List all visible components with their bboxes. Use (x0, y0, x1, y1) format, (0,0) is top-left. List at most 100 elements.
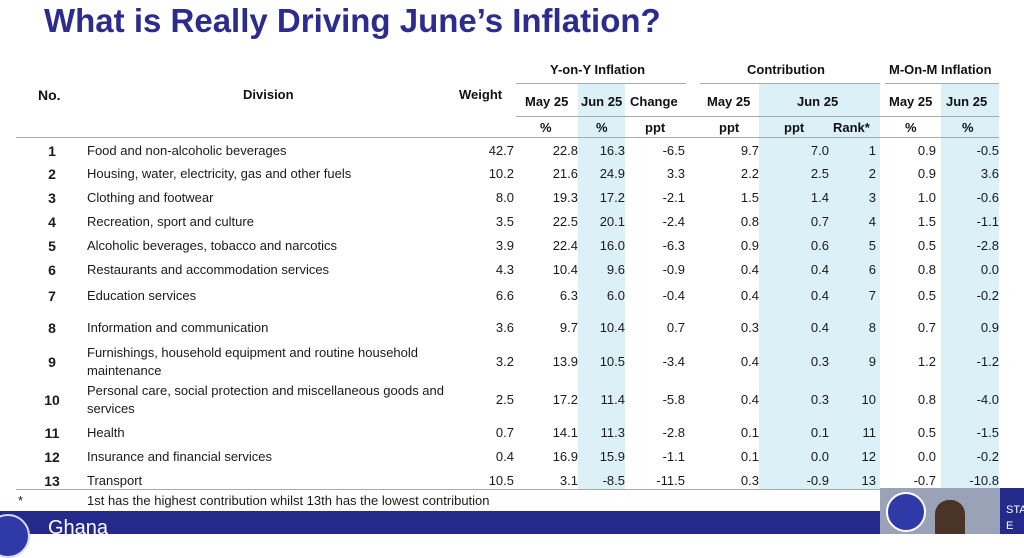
rank-cell: 4 (868, 214, 876, 229)
weight-cell: 0.7 (495, 425, 514, 440)
yoy-may-cell: 14.1 (552, 425, 578, 440)
header-yoy-jun: Jun 25 (581, 94, 623, 109)
rank-cell: 3 (868, 190, 876, 205)
unit-change: ppt (645, 120, 666, 135)
contrib-may-cell: 0.4 (740, 288, 759, 303)
yoy-may-cell: 22.5 (552, 214, 578, 229)
unit-contrib-may: ppt (719, 120, 740, 135)
header-yoy-may: May 25 (525, 94, 569, 109)
contrib-jun-cell: 0.0 (810, 449, 829, 464)
yoy-jun-cell: 15.9 (599, 449, 625, 464)
unit-yoy-jun: % (596, 120, 608, 135)
weight-cell: 3.6 (495, 320, 514, 335)
rank-cell: 5 (868, 238, 876, 253)
division-name-cell: Health (87, 425, 125, 440)
header-yoy-change: Change (630, 94, 678, 109)
mom-jun-cell: -1.1 (976, 214, 999, 229)
slide-title: What is Really Driving June’s Inflation? (44, 2, 661, 39)
group-underline-mom (885, 83, 999, 84)
mom-jun-cell: -10.8 (969, 473, 999, 488)
mom-jun-cell: -0.2 (976, 449, 999, 464)
footnote-mark: * (18, 493, 24, 508)
weight-cell: 3.9 (495, 238, 514, 253)
header-contrib-may: May 25 (707, 94, 751, 109)
contrib-may-cell: 0.4 (740, 262, 759, 277)
yoy-change-cell: -11.5 (656, 473, 685, 488)
weight-cell: 3.5 (495, 214, 514, 229)
contrib-jun-cell: 2.5 (810, 166, 829, 181)
yoy-may-cell: 16.9 (552, 449, 578, 464)
unit-yoy-may: % (540, 120, 552, 135)
mom-may-cell: 0.5 (917, 238, 936, 253)
mom-jun-cell: 0.9 (980, 320, 999, 335)
contrib-may-cell: 0.3 (740, 320, 759, 335)
mom-jun-cell: 0.0 (980, 262, 999, 277)
mom-jun-cell: -0.2 (976, 288, 999, 303)
yoy-change-cell: 0.7 (666, 320, 685, 335)
table-bottom-line (16, 489, 999, 490)
weight-cell: 3.2 (495, 354, 514, 369)
mom-may-cell: 0.5 (917, 288, 936, 303)
yoy-change-cell: -6.5 (662, 143, 685, 158)
row-number-cell: 9 (48, 354, 56, 370)
mom-may-cell: 0.5 (917, 425, 936, 440)
contrib-may-cell: 0.9 (740, 238, 759, 253)
yoy-jun-cell: 20.1 (599, 214, 625, 229)
yoy-change-cell: -0.4 (662, 288, 685, 303)
contrib-jun-cell: 1.4 (810, 190, 829, 205)
contrib-may-cell: 0.8 (740, 214, 759, 229)
division-name-cell: Alcoholic beverages, tobacco and narcoti… (87, 238, 338, 253)
contrib-jun-cell: 0.7 (810, 214, 829, 229)
highlight-contrib-jun (759, 83, 880, 490)
highlight-yoy-jun (578, 83, 625, 490)
mom-jun-cell: -4.0 (976, 392, 999, 407)
mom-jun-cell: -1.5 (976, 425, 999, 440)
presenter-figure (935, 500, 965, 534)
division-name-cell: Recreation, sport and culture (87, 214, 254, 229)
rank-cell: 2 (868, 166, 876, 181)
yoy-jun-cell: 6.0 (606, 288, 625, 303)
yoy-may-cell: 17.2 (552, 392, 578, 407)
rank-cell: 6 (868, 262, 876, 277)
mom-may-cell: 1.2 (917, 354, 936, 369)
contrib-jun-cell: 0.1 (810, 425, 829, 440)
yoy-jun-cell: 11.4 (600, 392, 625, 407)
statistical-service-seal-icon (886, 492, 926, 532)
yoy-change-cell: -6.3 (662, 238, 685, 253)
header-bottom-line (16, 137, 999, 138)
yoy-jun-cell: 16.3 (599, 143, 625, 158)
division-name-cell: Clothing and footwear (87, 190, 214, 205)
yoy-change-cell: -2.4 (662, 214, 685, 229)
presenter-video (880, 488, 1000, 534)
yoy-jun-cell: -8.5 (602, 473, 625, 488)
video-strip-text-2: E (1006, 520, 1014, 532)
rank-cell: 10 (861, 392, 876, 407)
division-name-cell: Education services (87, 288, 197, 303)
footer-ghana-text: Ghana (48, 517, 109, 539)
contrib-jun-cell: 0.4 (810, 262, 829, 277)
row-number-cell: 7 (48, 288, 56, 304)
yoy-may-cell: 10.4 (552, 262, 578, 277)
row-number-cell: 8 (48, 320, 56, 336)
header-contribution-group: Contribution (747, 62, 825, 77)
contrib-jun-cell: 7.0 (810, 143, 829, 158)
row-number-cell: 11 (44, 425, 60, 441)
contrib-jun-cell: 0.4 (810, 288, 829, 303)
highlight-mom-jun (941, 83, 999, 490)
yoy-change-cell: -3.4 (662, 354, 685, 369)
mom-may-cell: 0.8 (917, 262, 936, 277)
mom-may-cell: 1.0 (917, 190, 936, 205)
yoy-may-cell: 19.3 (552, 190, 578, 205)
division-name-cell: Personal care, social protection and mis… (87, 383, 444, 416)
yoy-change-cell: -2.1 (662, 190, 685, 205)
mom-may-cell: 0.0 (917, 449, 936, 464)
contrib-jun-cell: -0.9 (806, 473, 829, 488)
yoy-may-cell: 22.8 (552, 143, 578, 158)
row-number-cell: 1 (48, 143, 56, 159)
contrib-may-cell: 9.7 (740, 143, 759, 158)
unit-contrib-jun: ppt (784, 120, 805, 135)
rank-cell: 13 (861, 473, 876, 488)
yoy-may-cell: 13.9 (552, 354, 578, 369)
yoy-change-cell: -5.8 (662, 392, 685, 407)
row-number-cell: 12 (44, 449, 60, 465)
